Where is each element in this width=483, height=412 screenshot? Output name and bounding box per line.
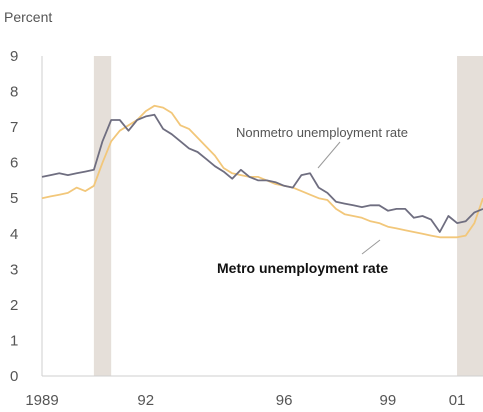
recession-band-0: [93, 56, 112, 376]
x-tick-label-92: 92: [137, 392, 154, 409]
series-line-nonmetro-unemployment-rate: [41, 113, 483, 233]
y-tick-label-2: 2: [10, 297, 18, 314]
y-tick-label-8: 8: [10, 84, 18, 101]
y-tick-label-5: 5: [10, 190, 18, 207]
y-tick-label-6: 6: [10, 155, 18, 172]
x-tick-label-96: 96: [276, 392, 293, 409]
y-tick-labels: 0 1 2 3 4 5 6 7 8 9: [10, 48, 18, 385]
y-tick-label-7: 7: [10, 119, 18, 136]
leader-line-nonmetro: [317, 141, 341, 169]
x-tick-labels: 1989 92 96 99 01: [25, 392, 465, 409]
y-tick-label-9: 9: [10, 48, 18, 65]
plot-frame: [41, 56, 483, 377]
x-tick-label-01: 01: [449, 392, 466, 409]
y-axis-title: Percent: [4, 9, 52, 25]
leader-line-metro: [361, 239, 381, 255]
series-lines: [41, 104, 483, 239]
series-annotations: Nonmetro unemployment rate Metro unemploy…: [217, 125, 408, 276]
y-tick-label-0: 0: [10, 368, 18, 385]
annotation-nonmetro-unemployment-rate: Nonmetro unemployment rate: [236, 125, 408, 140]
x-tick-label-99: 99: [380, 392, 397, 409]
series-line-metro-unemployment-rate: [41, 104, 483, 239]
y-tick-label-1: 1: [10, 332, 18, 349]
y-tick-label-4: 4: [10, 226, 18, 243]
y-tick-label-3: 3: [10, 261, 18, 278]
x-tick-label-1989: 1989: [25, 392, 58, 409]
annotation-metro-unemployment-rate: Metro unemployment rate: [217, 260, 388, 276]
